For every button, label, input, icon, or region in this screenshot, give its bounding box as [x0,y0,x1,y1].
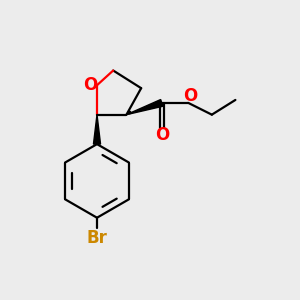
Text: O: O [155,126,169,144]
Text: O: O [183,87,197,105]
Polygon shape [94,115,100,144]
Text: O: O [83,76,98,94]
Polygon shape [126,100,163,115]
Text: Br: Br [87,229,107,247]
